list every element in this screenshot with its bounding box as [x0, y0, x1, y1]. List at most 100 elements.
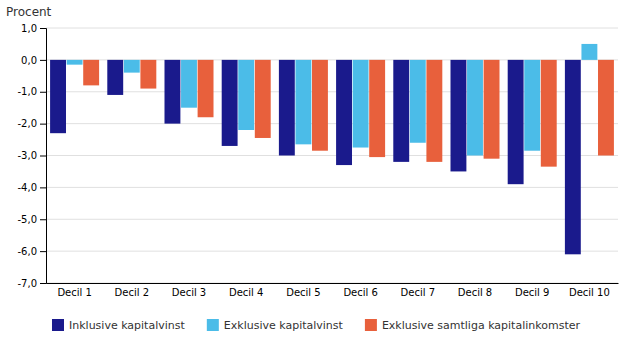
- y-tick-mark: [40, 187, 46, 188]
- x-tick: Decil 5: [286, 287, 320, 298]
- y-tick-mark: [40, 251, 46, 252]
- y-tick-label: -3,0: [17, 150, 37, 161]
- bar: [124, 60, 140, 73]
- grid-line: [46, 187, 618, 188]
- bar: [336, 60, 352, 165]
- x-axis: Decil 1 Decil 2 Decil 3 Decil 4 Decil 5 Decil…: [47, 284, 619, 299]
- bar: [426, 60, 442, 162]
- x-tick: Decil 8: [458, 287, 492, 298]
- bars: [50, 44, 614, 254]
- bar: [295, 60, 311, 144]
- y-tick-mark: [40, 219, 46, 220]
- y-tick-label: -1,0: [17, 86, 37, 97]
- y-axis: 1,0 0,0 -1,0 -2,0 -3,0 -4,0 -5,0 -6,0 -7,0: [17, 23, 46, 289]
- grid-line: [46, 283, 618, 284]
- legend-swatch: [52, 319, 64, 331]
- bar: [198, 60, 214, 117]
- bar: [598, 60, 614, 156]
- y-tick-mark: [40, 28, 46, 29]
- y-tick-label: 1,0: [21, 23, 37, 34]
- bar: [581, 44, 597, 60]
- bar: [50, 60, 66, 133]
- y-tick-mark: [40, 283, 46, 284]
- x-tick: Decil 10: [569, 287, 610, 298]
- y-tick: 1,0: [21, 23, 46, 34]
- bar: [255, 60, 271, 138]
- x-tick-label: Decil 3: [172, 287, 206, 298]
- y-tick-mark: [40, 156, 46, 157]
- x-tick: Decil 2: [115, 287, 149, 298]
- x-tick-label: Decil 1: [57, 287, 91, 298]
- x-tick-label: Decil 7: [401, 287, 435, 298]
- bar: [508, 60, 524, 184]
- bar: [467, 60, 483, 156]
- x-tick: Decil 9: [515, 287, 549, 298]
- bar: [83, 60, 99, 86]
- y-tick: -5,0: [17, 214, 46, 225]
- bar: [369, 60, 385, 157]
- bar: [450, 60, 466, 172]
- y-tick: -2,0: [17, 118, 46, 129]
- x-tick: Decil 4: [229, 287, 263, 298]
- legend-swatch: [207, 319, 219, 331]
- y-tick-label: -6,0: [17, 246, 37, 257]
- y-tick-label: -5,0: [17, 214, 37, 225]
- bar: [565, 60, 581, 254]
- bar: [410, 60, 426, 143]
- bar: [353, 60, 369, 148]
- y-tick: -6,0: [17, 246, 46, 257]
- bar-series: [83, 60, 614, 167]
- bar: [181, 60, 197, 108]
- legend-item: Exklusive kapitalvinst: [207, 319, 344, 332]
- x-tick-label: Decil 6: [343, 287, 377, 298]
- x-tick-label: Decil 2: [115, 287, 149, 298]
- x-tick: Decil 6: [343, 287, 377, 298]
- x-tick-label: Decil 4: [229, 287, 263, 298]
- x-tick-label: Decil 8: [458, 287, 492, 298]
- y-axis-title: Procent: [6, 5, 52, 19]
- legend-item: Inklusive kapitalvinst: [52, 319, 186, 332]
- y-tick: -4,0: [17, 182, 46, 193]
- y-axis-line: [40, 29, 47, 284]
- legend-item: Exklusive samtliga kapitalinkomster: [365, 319, 581, 332]
- grid-line: [46, 219, 618, 220]
- bar: [67, 60, 83, 65]
- y-tick-mark: [40, 124, 46, 125]
- legend-swatch: [365, 319, 377, 331]
- x-tick-label: Decil 10: [569, 287, 610, 298]
- bar: [164, 60, 180, 124]
- x-axis-line: [47, 283, 619, 284]
- chart-container: 1,00,0-1,0-2,0-3,0-4,0-5,0-6,0-7,0Decil …: [0, 0, 632, 341]
- x-tick-label: Decil 5: [286, 287, 320, 298]
- bar-series: [67, 44, 598, 156]
- bar: [238, 60, 254, 130]
- y-tick: -3,0: [17, 150, 46, 161]
- x-tick: Decil 1: [57, 287, 91, 298]
- legend-label: Exklusive samtliga kapitalinkomster: [382, 319, 581, 332]
- legend: Inklusive kapitalvinst Exklusive kapitalv…: [52, 319, 580, 332]
- bar: [279, 60, 295, 156]
- y-tick: 0,0: [21, 55, 46, 66]
- bar: [107, 60, 123, 95]
- y-tick-mark: [40, 60, 46, 61]
- x-tick: Decil 7: [401, 287, 435, 298]
- grid: [46, 28, 618, 283]
- grid-line: [46, 251, 618, 252]
- y-tick-label: 0,0: [21, 55, 37, 66]
- legend-label: Inklusive kapitalvinst: [69, 319, 186, 332]
- x-tick-label: Decil 9: [515, 287, 549, 298]
- bar: [484, 60, 500, 159]
- x-tick: Decil 3: [172, 287, 206, 298]
- plot-area: 1,00,0-1,0-2,0-3,0-4,0-5,0-6,0-7,0Decil …: [17, 23, 618, 298]
- legend-label: Exklusive kapitalvinst: [224, 319, 344, 332]
- chart-svg: 1,00,0-1,0-2,0-3,0-4,0-5,0-6,0-7,0Decil …: [0, 0, 632, 341]
- grid-line: [46, 28, 618, 29]
- y-tick: -1,0: [17, 86, 46, 97]
- y-tick: -7,0: [17, 278, 46, 289]
- y-tick-mark: [40, 92, 46, 93]
- grid-line: [46, 155, 618, 156]
- y-tick-label: -4,0: [17, 182, 37, 193]
- bar: [524, 60, 540, 151]
- bar: [541, 60, 557, 167]
- bar-series: [50, 60, 581, 254]
